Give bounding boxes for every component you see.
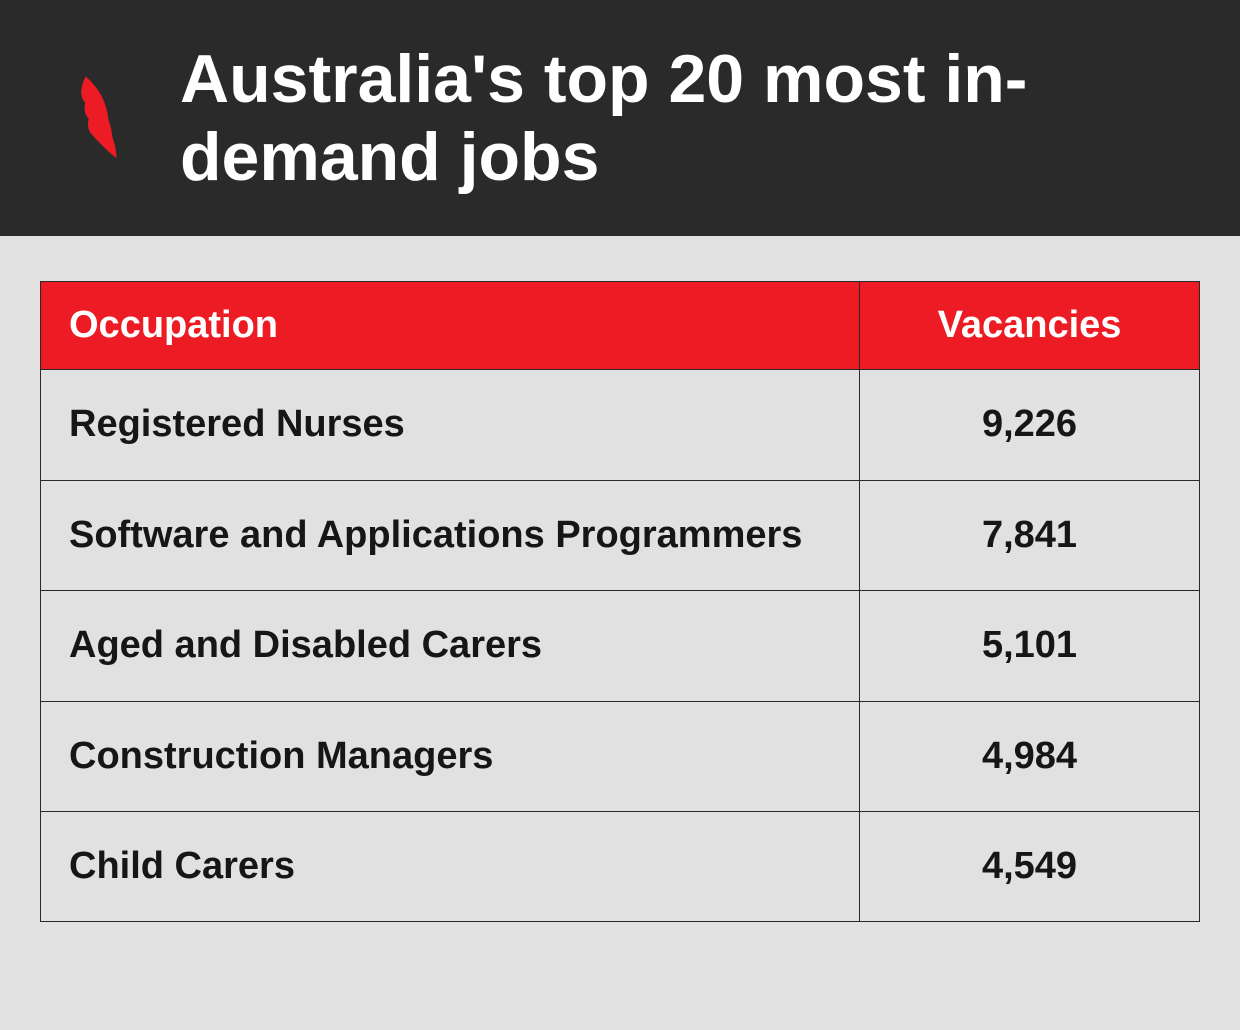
occupation-cell: Registered Nurses xyxy=(41,370,860,480)
vacancies-cell: 5,101 xyxy=(860,591,1200,701)
jobs-table: Occupation Vacancies Registered Nurses 9… xyxy=(40,281,1200,922)
table-row: Registered Nurses 9,226 xyxy=(41,370,1200,480)
table-row: Software and Applications Programmers 7,… xyxy=(41,480,1200,590)
vacancies-cell: 4,984 xyxy=(860,701,1200,811)
table-row: Construction Managers 4,984 xyxy=(41,701,1200,811)
table-container: Occupation Vacancies Registered Nurses 9… xyxy=(0,236,1240,922)
table-row: Aged and Disabled Carers 5,101 xyxy=(41,591,1200,701)
table-header-row: Occupation Vacancies xyxy=(41,282,1200,370)
vacancies-cell: 4,549 xyxy=(860,811,1200,921)
col-header-occupation: Occupation xyxy=(41,282,860,370)
table-row: Child Carers 4,549 xyxy=(41,811,1200,921)
col-header-vacancies: Vacancies xyxy=(860,282,1200,370)
page-header: Australia's top 20 most in-demand jobs xyxy=(0,0,1240,236)
sbs-logo-icon xyxy=(60,68,150,168)
occupation-cell: Software and Applications Programmers xyxy=(41,480,860,590)
page-title: Australia's top 20 most in-demand jobs xyxy=(180,40,1190,196)
occupation-cell: Aged and Disabled Carers xyxy=(41,591,860,701)
occupation-cell: Construction Managers xyxy=(41,701,860,811)
vacancies-cell: 9,226 xyxy=(860,370,1200,480)
vacancies-cell: 7,841 xyxy=(860,480,1200,590)
occupation-cell: Child Carers xyxy=(41,811,860,921)
